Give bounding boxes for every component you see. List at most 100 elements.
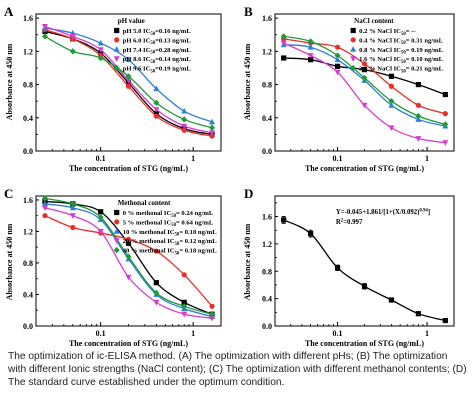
series-3	[280, 41, 449, 129]
panel-letter: C	[4, 186, 13, 201]
legend-marker	[113, 64, 120, 72]
x-axis-label: The concentration of STG (ng/mL)	[69, 339, 188, 348]
data-point	[388, 97, 395, 105]
fit-equation: Y=-0.045+1.861/[1+(X/0.092)0.94] R2=0.997	[336, 209, 430, 227]
data-point	[361, 102, 368, 109]
legend-title: Methonal content	[118, 199, 171, 207]
x-axis-label: The concentration of STG (ng/mL)	[305, 339, 424, 348]
y-tick-label: 0.0	[23, 322, 33, 331]
data-point	[308, 57, 314, 63]
data-point	[281, 55, 287, 61]
legend-entry: pH 9.6 IC50=0.19 ng/mL	[123, 66, 192, 75]
legend: Methonal content 0 % methonal IC50= 0.24 …	[113, 199, 218, 257]
series-4	[41, 24, 216, 136]
data-point	[97, 54, 104, 62]
x-tick-label: 1	[425, 329, 429, 338]
data-point	[125, 274, 132, 281]
y-tick-label: 0.4	[262, 114, 272, 123]
x-tick-label: 0.1	[333, 154, 343, 163]
legend-marker	[113, 228, 120, 234]
legend-title: pH value	[118, 17, 145, 25]
y-tick-label: 1.6	[262, 213, 272, 222]
legend-marker	[113, 238, 120, 244]
data-point	[415, 136, 422, 142]
series-1	[281, 216, 448, 324]
legend-marker	[350, 37, 356, 43]
legend-marker	[113, 56, 120, 62]
series-4	[41, 205, 216, 322]
data-point	[125, 73, 132, 80]
data-point	[442, 317, 448, 324]
legend-entry: 3.2 % NaCl IC50= 0.21 ng/mL	[359, 66, 443, 75]
data-point	[70, 224, 76, 231]
data-point	[181, 272, 187, 278]
data-point	[415, 102, 421, 108]
data-point	[98, 209, 104, 215]
data-point	[42, 213, 48, 219]
equation-text: Y=-0.045+1.861/[1+(X/0.092)0.94]	[336, 209, 430, 217]
panel-letter: B	[244, 4, 253, 19]
legend-marker	[114, 209, 120, 216]
data-point	[388, 83, 395, 89]
y-tick-label: 0.0	[23, 147, 33, 156]
data-point	[125, 236, 132, 242]
data-point	[334, 265, 341, 271]
data-point	[415, 311, 421, 317]
legend-marker	[350, 46, 357, 52]
data-point	[125, 253, 132, 260]
data-point	[125, 56, 132, 63]
legend-entry: 1.6 % NaCl IC50= 0.10 ng/mL	[359, 56, 443, 65]
data-point	[181, 123, 188, 130]
figure-caption: The optimization of ic-ELISA method. (A)…	[8, 351, 467, 389]
x-axis-label: The concentration of STG (ng/mL)	[69, 164, 188, 173]
data-point	[308, 231, 314, 237]
data-point	[209, 118, 216, 125]
data-point	[41, 200, 48, 207]
x-tick-label: 1	[191, 154, 195, 163]
data-point	[153, 299, 160, 306]
legend-marker	[114, 37, 120, 43]
data-point	[153, 107, 160, 113]
data-point	[125, 78, 132, 84]
data-point	[307, 53, 314, 59]
legend-entry: 40 % methonal IC50= 0.18 ng/mL	[123, 248, 218, 257]
x-tick-label: 1	[191, 329, 195, 338]
data-point	[181, 116, 188, 123]
y-tick-label: 0.0	[262, 322, 272, 331]
data-point	[153, 289, 160, 297]
data-point	[69, 200, 76, 208]
x-axis-label: The concentration of STG (ng/mL)	[305, 164, 424, 173]
data-point	[334, 69, 341, 76]
data-point	[69, 34, 76, 40]
series-5	[41, 33, 216, 131]
data-point	[415, 81, 421, 88]
data-point	[97, 39, 104, 46]
data-point	[69, 204, 76, 211]
data-point	[281, 217, 287, 223]
data-point	[209, 133, 215, 139]
data-point	[209, 130, 216, 136]
data-point	[125, 83, 132, 89]
data-point	[388, 125, 395, 131]
legend-entry: pH 8.6 IC50=0.14 ng/mL	[123, 56, 192, 65]
x-tick-label: 1	[425, 154, 429, 163]
panel-letter: D	[244, 186, 253, 201]
legend-entry: 10 % methonal IC50= 0.18 ng/mL	[123, 229, 218, 238]
data-point	[153, 280, 159, 286]
legend-entry: 0.2 % NaCl IC50= --	[359, 28, 415, 37]
data-point	[41, 205, 48, 212]
y-tick-label: 0.8	[23, 81, 33, 90]
data-point	[388, 102, 395, 108]
data-point	[361, 74, 368, 82]
legend-entry: 0.4 % NaCl IC50= 0.31 ng/mL	[359, 37, 443, 46]
y-tick-label: 0.8	[262, 267, 272, 276]
legend-entry: 20 % methonal IC50= 0.12 ng/mL	[123, 238, 218, 247]
data-point	[181, 107, 188, 114]
data-point	[334, 63, 341, 69]
data-point	[280, 33, 287, 40]
y-tick-label: 0.4	[23, 114, 33, 123]
data-point	[388, 297, 395, 303]
data-point	[209, 303, 215, 309]
